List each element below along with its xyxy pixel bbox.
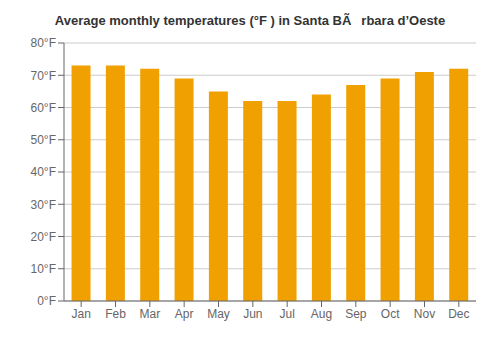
svg-text:0°F: 0°F	[37, 294, 56, 308]
svg-text:Dec: Dec	[448, 307, 469, 321]
svg-text:Jan: Jan	[71, 307, 90, 321]
svg-text:60°F: 60°F	[31, 101, 56, 115]
svg-text:50°F: 50°F	[31, 133, 56, 147]
svg-text:70°F: 70°F	[31, 69, 56, 83]
svg-text:Nov: Nov	[414, 307, 435, 321]
svg-text:Feb: Feb	[105, 307, 126, 321]
svg-text:40°F: 40°F	[31, 165, 56, 179]
svg-text:Jun: Jun	[243, 307, 262, 321]
html-text:Average monthly temperatures (: Average monthly temperatures (°F ) in Sa…	[54, 13, 446, 28]
svg-text:Jul: Jul	[279, 307, 294, 321]
svg-text:Oct: Oct	[381, 307, 400, 321]
svg-text:80°F: 80°F	[31, 36, 56, 50]
svg-text:Sep: Sep	[345, 307, 367, 321]
svg-text:10°F: 10°F	[31, 262, 56, 276]
svg-text:Aug: Aug	[311, 307, 332, 321]
svg-text:Mar: Mar	[139, 307, 160, 321]
svg-text:May: May	[207, 307, 230, 321]
svg-text:30°F: 30°F	[31, 198, 56, 212]
svg-text:Apr: Apr	[175, 307, 194, 321]
svg-text:20°F: 20°F	[31, 230, 56, 244]
